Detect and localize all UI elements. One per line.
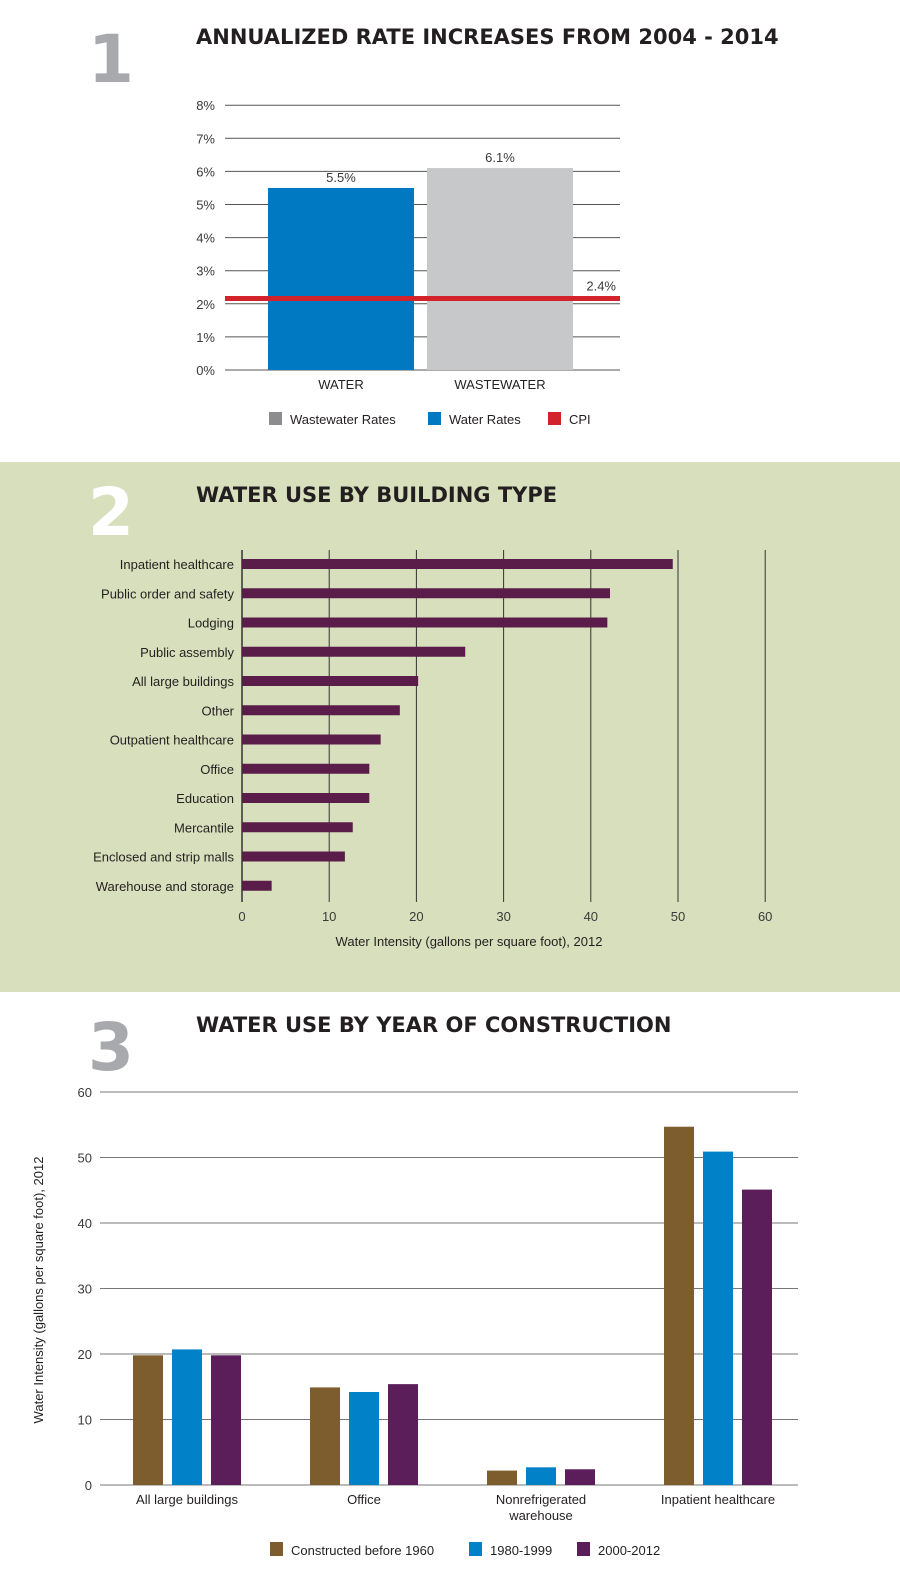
section-1-number: 1 bbox=[88, 21, 134, 98]
bar bbox=[742, 1189, 772, 1485]
y-category-label: Warehouse and storage bbox=[96, 879, 234, 894]
x-tick-label: 50 bbox=[671, 909, 685, 924]
legend-label: Water Rates bbox=[449, 412, 521, 427]
bar bbox=[242, 617, 608, 628]
bar bbox=[526, 1467, 556, 1485]
y-category-label: Lodging bbox=[188, 616, 234, 631]
y-tick-label: 3% bbox=[196, 264, 215, 279]
y-tick-label: 0 bbox=[85, 1478, 92, 1493]
y-tick-label: 20 bbox=[78, 1347, 92, 1362]
bar bbox=[242, 559, 673, 569]
x-category-label: WATER bbox=[318, 377, 364, 392]
bar bbox=[703, 1151, 733, 1485]
y-category-label: Office bbox=[200, 762, 234, 777]
bar bbox=[211, 1355, 241, 1485]
cpi-value-label: 2.4% bbox=[586, 279, 616, 294]
y-tick-label: 7% bbox=[196, 131, 215, 146]
y-category-label: Public order and safety bbox=[101, 586, 234, 601]
bar bbox=[242, 705, 400, 716]
bar bbox=[664, 1126, 694, 1485]
x-axis-title: Water Intensity (gallons per square foot… bbox=[336, 934, 603, 949]
bar bbox=[388, 1384, 418, 1485]
chart-1-title: ANNUALIZED RATE INCREASES FROM 2004 - 20… bbox=[196, 25, 779, 49]
y-tick-label: 10 bbox=[78, 1413, 92, 1428]
x-tick-label: 60 bbox=[758, 909, 772, 924]
x-tick-label: 30 bbox=[496, 909, 510, 924]
chart-2-title: WATER USE BY BUILDING TYPE bbox=[196, 483, 557, 507]
y-category-label: Inpatient healthcare bbox=[120, 557, 234, 572]
y-category-label: Mercantile bbox=[174, 820, 234, 835]
y-tick-label: 40 bbox=[78, 1216, 92, 1231]
bar bbox=[242, 588, 610, 599]
y-category-label: Enclosed and strip malls bbox=[93, 850, 234, 865]
y-tick-label: 60 bbox=[78, 1085, 92, 1100]
y-tick-label: 4% bbox=[196, 231, 215, 246]
legend-swatch bbox=[270, 1542, 283, 1556]
bar bbox=[172, 1349, 202, 1485]
legend-label: 1980-1999 bbox=[490, 1543, 552, 1558]
chart-3: 0 10 20 30 40 50 60 Water Intensity (gallons pe… bbox=[31, 1085, 798, 1558]
legend-label: Constructed before 1960 bbox=[291, 1543, 434, 1558]
y-category-label: Outpatient healthcare bbox=[110, 733, 234, 748]
bar-wastewater bbox=[427, 168, 573, 370]
y-category-label: Education bbox=[176, 791, 234, 806]
x-tick-label: 40 bbox=[584, 909, 598, 924]
y-axis-title: Water Intensity (gallons per square foot… bbox=[31, 1157, 46, 1424]
bar bbox=[242, 793, 370, 803]
y-tick-label: 0% bbox=[196, 363, 215, 378]
legend-swatch bbox=[269, 412, 282, 425]
bar bbox=[565, 1469, 595, 1485]
bar-water bbox=[268, 187, 414, 370]
section-3-number: 3 bbox=[88, 1009, 134, 1086]
chart-1: 0% 1% 2% 3% 4% 5% 6% 7% 8% 5.5% WATER 6.1% WASTEWATE… bbox=[196, 98, 620, 427]
legend-label: Wastewater Rates bbox=[290, 412, 396, 427]
x-tick-label: 20 bbox=[409, 909, 423, 924]
x-tick-label: 10 bbox=[322, 909, 336, 924]
legend-label: 2000-2012 bbox=[598, 1543, 660, 1558]
section-2-number: 2 bbox=[88, 474, 134, 551]
chart-3-title: WATER USE BY YEAR OF CONSTRUCTION bbox=[196, 1013, 671, 1037]
bar bbox=[242, 734, 381, 745]
bar bbox=[133, 1355, 163, 1485]
bar-value-label: 5.5% bbox=[326, 170, 356, 185]
bar bbox=[242, 676, 419, 686]
bar bbox=[349, 1391, 379, 1485]
y-tick-label: 2% bbox=[196, 297, 215, 312]
x-category-label: All large buildings bbox=[136, 1492, 238, 1507]
legend-swatch bbox=[428, 412, 441, 425]
y-category-label: All large buildings bbox=[132, 674, 234, 689]
y-tick-label: 5% bbox=[196, 198, 215, 213]
bar bbox=[242, 822, 353, 833]
section-2-background bbox=[0, 462, 900, 992]
chart-2: 0 10 20 30 40 50 60 Inpatient healthcare Public … bbox=[93, 550, 772, 949]
y-tick-label: 30 bbox=[78, 1282, 92, 1297]
legend-label: CPI bbox=[569, 412, 591, 427]
legend-swatch bbox=[469, 1542, 482, 1556]
y-tick-label: 6% bbox=[196, 164, 215, 179]
y-tick-label: 1% bbox=[196, 330, 215, 345]
bar bbox=[310, 1387, 340, 1485]
bar bbox=[487, 1470, 517, 1485]
x-category-label: Nonrefrigerated warehouse bbox=[496, 1492, 586, 1523]
y-tick-label: 50 bbox=[78, 1151, 92, 1166]
y-tick-label: 8% bbox=[196, 98, 215, 113]
y-category-label: Public assembly bbox=[140, 645, 234, 660]
x-category-label: Office bbox=[347, 1492, 381, 1507]
bar bbox=[242, 880, 272, 891]
x-category-label: WASTEWATER bbox=[454, 377, 545, 392]
bar bbox=[242, 646, 466, 657]
legend-swatch bbox=[548, 412, 561, 425]
x-tick-label: 0 bbox=[238, 909, 245, 924]
bar-value-label: 6.1% bbox=[485, 150, 515, 165]
bar bbox=[242, 763, 370, 774]
y-category-label: Other bbox=[201, 703, 234, 718]
x-category-label: Inpatient healthcare bbox=[661, 1492, 775, 1507]
legend-swatch bbox=[577, 1542, 590, 1556]
bar bbox=[242, 851, 345, 862]
